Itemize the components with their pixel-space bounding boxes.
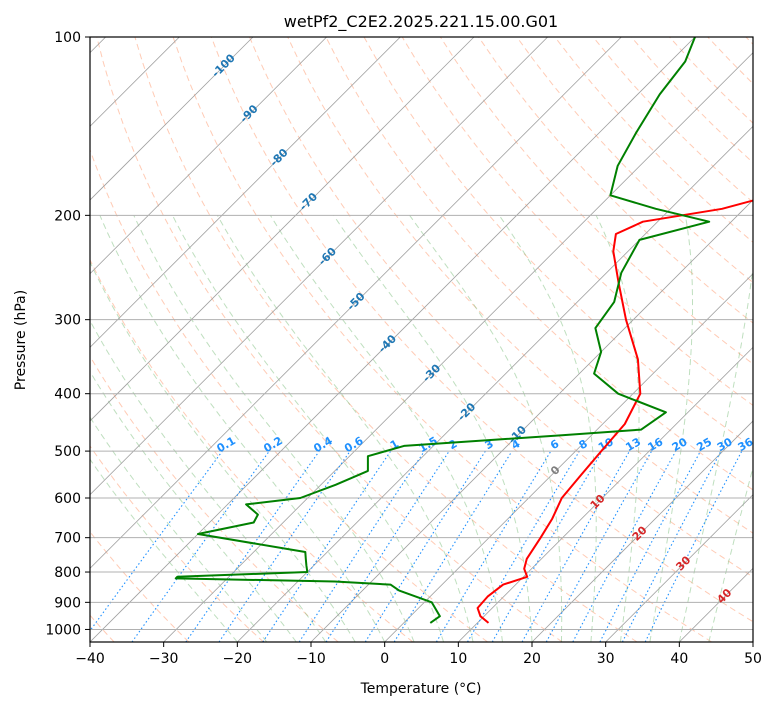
isotherm-line: [384, 273, 753, 642]
x-tick-label: 20: [523, 651, 541, 667]
temperature-line: [476, 199, 753, 624]
moist-adiabat-line: [269, 215, 503, 642]
mixing-ratio-line: [325, 450, 450, 642]
dry-adiabat-line: [325, 37, 753, 491]
background-lines: [90, 37, 753, 642]
isotherm-line: [90, 37, 622, 569]
chart-title: wetPf2_C2E2.2025.221.15.00.G01: [284, 12, 558, 32]
dry-adiabat-line: [287, 37, 753, 534]
y-tick-label: 400: [54, 387, 81, 403]
y-tick-label: 900: [54, 595, 81, 611]
plot-background: [90, 37, 753, 642]
isotherm-line: [90, 37, 548, 496]
x-axis-title: Temperature (°C): [360, 681, 482, 697]
x-tick-label: −20: [223, 651, 253, 667]
isotherm-line: [752, 641, 753, 642]
dry-adiabat-line: [90, 355, 339, 642]
isotherm-line: [163, 52, 753, 642]
x-tick-label: −40: [75, 651, 105, 667]
y-tick-label: 200: [54, 208, 81, 224]
y-tick-label: 1000: [45, 622, 81, 638]
isotherm-line: [90, 37, 254, 201]
y-tick-label: 800: [54, 565, 81, 581]
x-axis: −40 −30 −20 −10 0 10 20 30 40 50: [75, 642, 762, 667]
isotherm-line: [531, 420, 753, 642]
mixing-ratio-line: [621, 450, 722, 642]
mixing-ratio-line: [131, 450, 270, 642]
dry-adiabat-line: [90, 445, 264, 642]
mixing-ratio-line: [185, 450, 320, 642]
y-axis-title: Pressure (hPa): [13, 290, 29, 390]
dewpoint-line: [174, 37, 711, 624]
isotherm-line: [237, 125, 753, 642]
mixing-ratio-line: [90, 450, 223, 632]
moist-adiabat-line: [172, 215, 445, 642]
y-tick-label: 100: [54, 30, 81, 46]
isotherm-line: [90, 37, 327, 275]
moist-adiabat-line: [90, 416, 268, 642]
mixing-ratio-line: [218, 450, 351, 642]
moist-adiabat-line: [90, 260, 356, 642]
isotherm-line: [458, 346, 753, 642]
moist-adiabat-line: [649, 215, 693, 642]
dry-adiabat-line: [172, 37, 712, 642]
mixing-ratio-line: [491, 450, 603, 642]
dry-adiabat-line: [134, 37, 638, 642]
y-tick-label: 700: [54, 531, 81, 547]
mixing-ratio-line: [545, 450, 653, 642]
mixing-ratio-line: [467, 450, 580, 642]
moist-adiabat-line: [99, 215, 386, 642]
y-tick-label: 600: [54, 491, 81, 507]
plot-frame: [89, 36, 754, 643]
isotherm-line: [605, 494, 753, 642]
mixing-ratio-line: [262, 450, 392, 642]
mixing-ratio-line: [644, 450, 743, 642]
dry-adiabat-line: [249, 37, 753, 578]
dry-adiabat-line: [210, 37, 753, 623]
dry-adiabat-line: [516, 37, 753, 284]
dry-adiabat-line: [96, 37, 563, 642]
mixing-ratio-line: [435, 450, 552, 642]
x-tick-label: 10: [449, 651, 467, 667]
y-axis: 100 200 300 400 500 600 700 800 900 1000: [45, 30, 90, 638]
isotherm-line: [90, 37, 401, 348]
x-tick-label: 0: [380, 651, 389, 667]
moist-adiabat-line: [678, 264, 753, 642]
x-tick-label: −30: [149, 651, 179, 667]
isotherm-line: [90, 37, 696, 642]
mixing-ratio-line: [599, 450, 701, 642]
moist-adiabat-line: [333, 215, 533, 642]
x-tick-label: 30: [597, 651, 615, 667]
moist-adiabat-line: [90, 319, 327, 642]
x-tick-label: 40: [670, 651, 688, 667]
moist-adiabat-line: [595, 215, 640, 642]
y-tick-label: 300: [54, 313, 81, 329]
moist-adiabat-line: [133, 215, 415, 642]
moist-adiabat-line: [90, 458, 238, 642]
mixing-ratio-line: [572, 450, 677, 642]
moist-adiabat-line: [409, 215, 563, 642]
x-tick-label: 50: [744, 651, 762, 667]
dry-adiabat-line: [90, 258, 414, 642]
moist-adiabat-line: [90, 370, 297, 642]
x-tick-label: −10: [296, 651, 326, 667]
moist-adiabat-line: [216, 215, 474, 642]
mixing-ratio-line: [298, 450, 425, 642]
profile-lines: [174, 37, 753, 624]
isotherm-line: [90, 37, 475, 422]
y-tick-label: 500: [54, 444, 81, 460]
isotherm-line: [310, 199, 753, 642]
